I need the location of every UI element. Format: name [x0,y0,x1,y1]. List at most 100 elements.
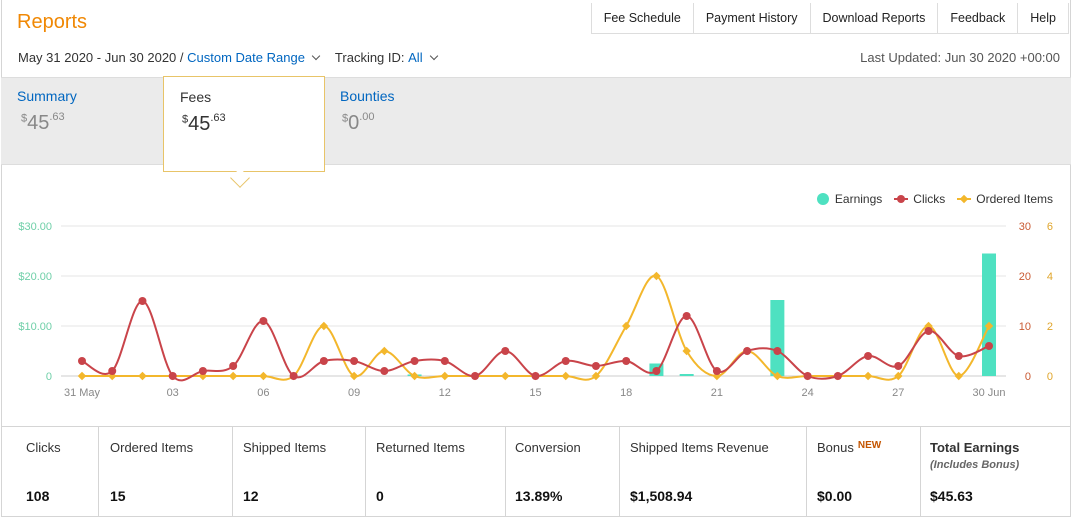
ordered-items-point [954,371,964,381]
tracking-id-label: Tracking ID: [334,50,405,65]
x-tick-label: 06 [257,387,269,399]
nav-download-reports[interactable]: Download Reports [809,3,938,33]
date-range-text: May 31 2020 - Jun 30 2020 / [18,50,184,65]
clicks-point [773,347,782,355]
earnings-bar [982,253,996,376]
stat-value: 0 [376,488,384,504]
nav-payment-history[interactable]: Payment History [692,3,810,33]
ordered-items-point [561,371,570,381]
legend-ordered-items-label: Ordered Items [976,192,1053,206]
ordered-items-point [380,346,389,356]
tab-summary-label: Summary [17,88,77,104]
clicks-point [561,357,570,365]
clicks-point [138,297,147,305]
y-right-clicks-tick-label: 20 [1019,271,1031,283]
ordered-items-point [621,321,631,331]
stat-bonus: Bonus NEW $0.00 [806,427,920,517]
clicks-point [924,327,933,335]
stat-ordered-items: Ordered Items 15 [98,427,232,517]
tracking-id-dropdown[interactable]: All [408,50,438,65]
clicks-point [652,367,661,375]
stat-label: Conversion [515,440,581,455]
tracking-id-value: All [408,50,423,65]
nav-help[interactable]: Help [1017,3,1068,33]
clicks-point [229,362,238,370]
tab-fees-label: Fees [180,89,212,105]
ordered-items-point [138,371,147,381]
tab-bounties-value: $0.00 [342,111,375,134]
ordered-items-point [591,371,601,381]
clicks-point [712,367,721,375]
x-tick-label: 09 [348,387,360,399]
stats-row: Clicks 108 Ordered Items 15 Shipped Item… [1,426,1071,517]
y-right-ordered-tick-label: 4 [1047,271,1053,283]
tab-fees[interactable]: Fees $45.63 [163,76,325,172]
custom-date-range-dropdown[interactable]: Custom Date Range [187,50,321,65]
stat-label: Returned Items [376,440,465,455]
stat-conversion: Conversion 13.89% [505,427,619,517]
clicks-point [894,362,903,370]
ordered-items-point [440,371,450,381]
legend-ordered-swatch [957,193,972,205]
stat-label: Ordered Items [110,440,194,455]
tab-summary[interactable]: Summary $45.63 [17,78,157,164]
last-updated-text: Last Updated: Jun 30 2020 +00:00 [860,50,1060,65]
tab-summary-value: $45.63 [21,111,65,134]
x-tick-label: 15 [529,387,541,399]
clicks-point [108,367,117,375]
top-nav: Fee Schedule Payment History Download Re… [590,3,1069,34]
legend-clicks[interactable]: Clicks [894,192,945,206]
x-tick-label: 18 [620,387,632,399]
stat-value: 12 [243,488,259,504]
x-tick-label: 21 [711,387,723,399]
y-right-clicks-tick-label: 10 [1019,321,1031,333]
chevron-down-icon [429,51,438,61]
stat-total-earnings: Total Earnings (Includes Bonus) $45.63 [920,427,1071,517]
tab-fees-value: $45.63 [182,112,226,135]
legend-ordered-items[interactable]: Ordered Items [957,192,1053,206]
x-tick-label: 27 [892,387,904,399]
stat-returned-items: Returned Items 0 [365,427,505,517]
stat-label: Clicks [26,440,61,455]
ordered-items-point [228,371,238,381]
x-tick-label: 31 May [64,387,101,399]
ordered-items-point [652,271,661,281]
legend-earnings-swatch [816,193,829,205]
legend-earnings-label: Earnings [834,192,883,206]
ordered-items-point [410,371,419,381]
x-tick-label: 03 [167,387,179,399]
clicks-point [471,372,480,380]
clicks-point [319,357,328,365]
nav-fee-schedule[interactable]: Fee Schedule [603,11,681,25]
ordered-items-point [259,371,268,381]
ordered-items-point [77,371,87,381]
clicks-point [803,372,812,380]
earnings-bar [770,300,785,376]
clicks-point [259,317,268,325]
y-right-clicks-tick-label: 30 [1019,221,1031,233]
ordered-items-point [894,371,903,381]
stat-value: $45.63 [930,488,973,504]
clicks-line [81,300,990,382]
stat-clicks: Clicks 108 [1,427,98,517]
summary-tabs: Summary $45.63 Fees $45.63 Bounties $0.0… [1,76,1071,172]
tab-bounties[interactable]: Bounties $0.00 [340,78,480,164]
tab-bounties-label: Bounties [340,88,395,104]
clicks-point [410,357,419,365]
chart-legend: Earnings Clicks Ordered Items [805,192,1053,206]
stat-label: Shipped Items Revenue [630,440,769,455]
stat-sublabel: (Includes Bonus) [930,459,1020,471]
clicks-point [198,367,207,375]
y-right-clicks-tick-label: 0 [1025,371,1031,383]
nav-feedback[interactable]: Feedback [937,3,1017,33]
y-left-tick-label: $10.00 [18,321,52,333]
ordered-items-point [319,321,329,331]
y-right-ordered-tick-label: 2 [1047,321,1053,333]
legend-earnings[interactable]: Earnings [816,192,883,206]
clicks-point [682,312,691,320]
x-tick-label: 24 [801,387,813,399]
earnings-chart: 0 $10.00 $20.00 $30.00 0 10 20 30 0 2 4 6 31 May 03 06… [1,166,1071,424]
stat-label: Total Earnings [930,440,1020,455]
clicks-point [501,347,510,355]
